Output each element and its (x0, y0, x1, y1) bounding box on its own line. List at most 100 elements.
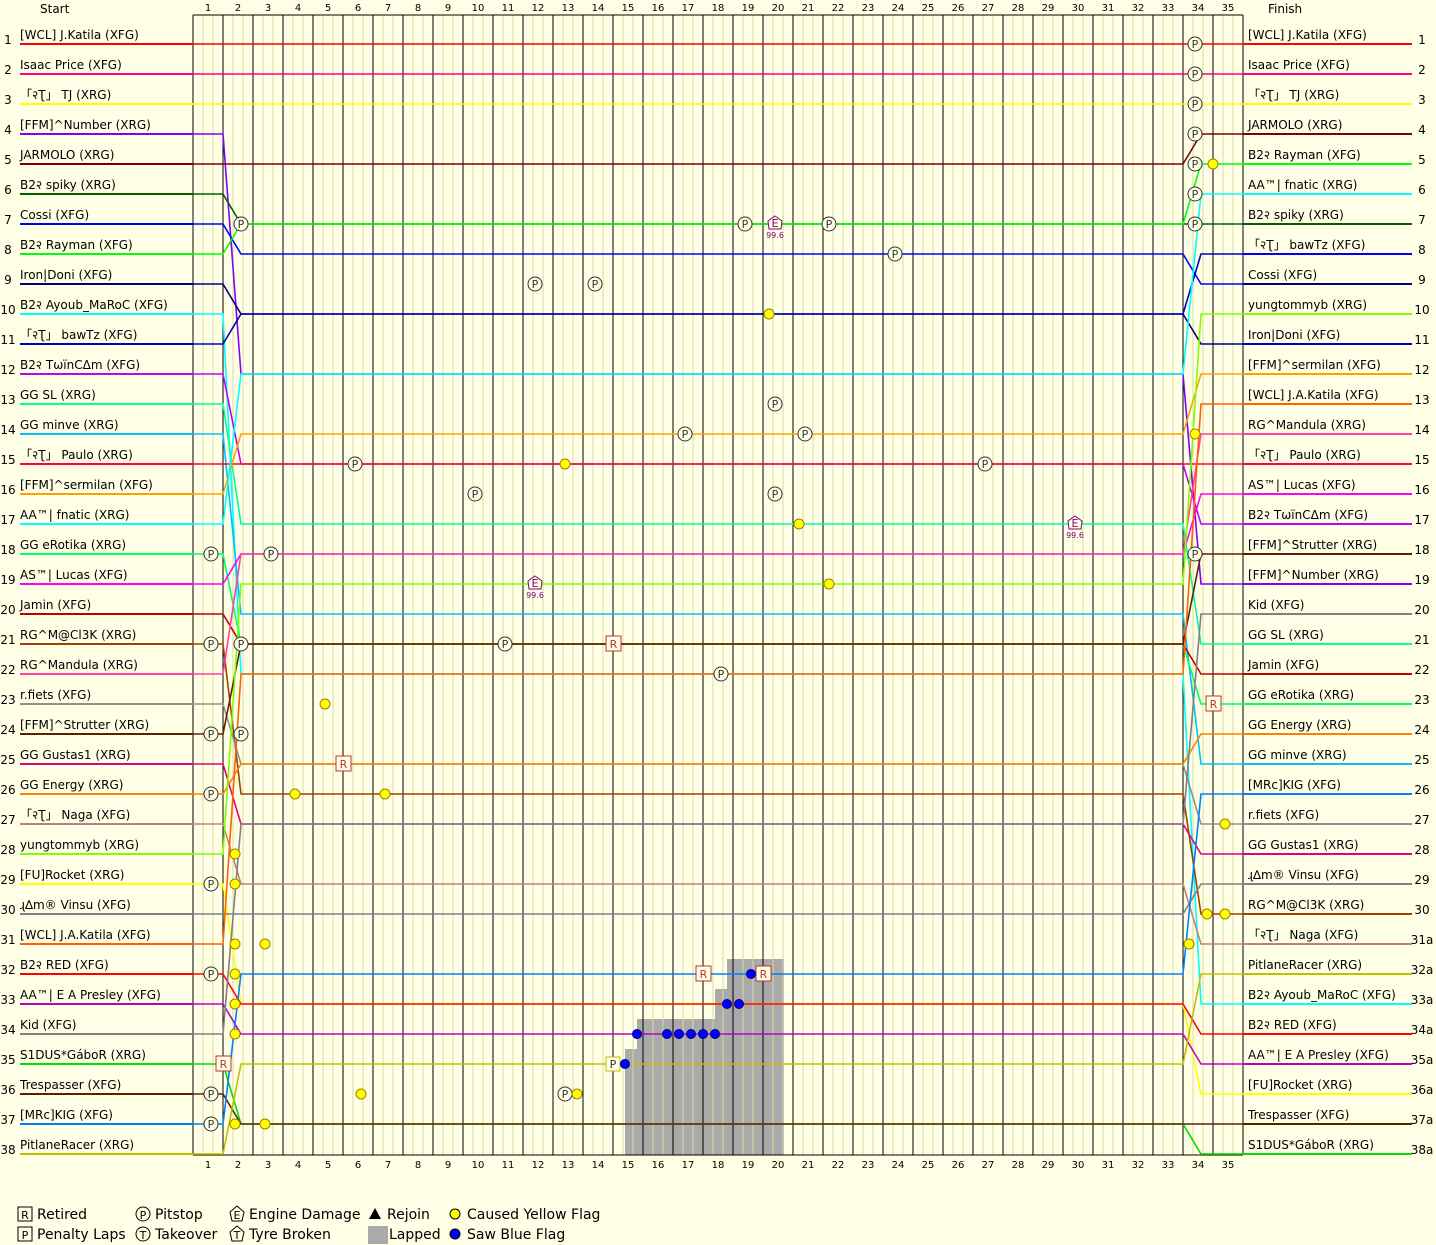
lapped-block (637, 1019, 715, 1155)
pitstop-circle (677, 426, 693, 442)
blue-flag-dot (662, 1029, 672, 1039)
legend-label: Caused Yellow Flag (467, 1207, 600, 1223)
driver-position-path (193, 643, 1243, 915)
start-driver-name: GG eRotika (XRG) (20, 538, 126, 552)
lap-number: 26 (952, 3, 965, 14)
lap-number-bottom: 9 (445, 1160, 451, 1171)
marker-letter: P (982, 458, 989, 471)
lap-number: 13 (562, 3, 575, 14)
lap-number: 5 (325, 3, 331, 14)
finish-driver-name: 「२Ʈ」 Paulo (XRG) (1248, 448, 1361, 462)
finish-driver-name: 「२Ʈ」 Naga (XFG) (1248, 928, 1358, 942)
finish-position-number: 18 (1414, 543, 1429, 557)
lap-number: 19 (742, 3, 755, 14)
marker-letter: P (238, 638, 245, 651)
legend-pentagon (229, 1205, 245, 1222)
legend-letter: T (139, 1229, 147, 1242)
finish-position-number: 35a (1411, 1053, 1434, 1067)
marker-letter: P (772, 398, 779, 411)
pitstop-marker: P (737, 216, 753, 232)
engine-damage-value: 99.6 (766, 231, 784, 240)
legend-label: Rejoin (387, 1207, 430, 1223)
legend-icon: T (135, 1226, 151, 1242)
lap-number: 27 (982, 3, 995, 14)
pitstop-marker: P (767, 486, 783, 502)
lap-number: 6 (355, 3, 361, 14)
marker-letter: E (772, 217, 779, 230)
lap-number: 24 (892, 3, 905, 14)
engine-pentagon (1067, 515, 1083, 530)
finish-driver-name: GG Energy (XRG) (1248, 718, 1351, 732)
penalty-marker: P (605, 1056, 621, 1072)
legend-circle (135, 1206, 151, 1222)
finish-driver-name: ɻ∆m® Vinsu (XFG) (1248, 868, 1359, 882)
pitstop-marker: P (977, 456, 993, 472)
legend-circle (135, 1226, 151, 1242)
retired-box (215, 1055, 232, 1072)
finish-driver-name: [WCL] J.Katila (XFG) (1248, 28, 1367, 42)
yellow-flag-dot (571, 1088, 583, 1100)
lap-number-bottom: 12 (532, 1160, 545, 1171)
legend-letter: R (21, 1209, 29, 1222)
start-position-number: 18 (0, 543, 15, 557)
finish-position-number: 34a (1411, 1023, 1434, 1037)
start-driver-name: 「२Ʈ」 TJ (XRG) (20, 88, 111, 102)
marker-letter: P (610, 1058, 617, 1071)
pitstop-marker: P (497, 636, 513, 652)
start-position-number: 14 (0, 423, 15, 437)
start-driver-name: [FFM]^Number (XRG) (20, 118, 151, 132)
finish-position-number: 14 (1414, 423, 1429, 437)
finish-header: Finish (1268, 2, 1302, 16)
pitstop-marker: P (1187, 126, 1203, 142)
lap-number-bottom: 5 (325, 1160, 331, 1171)
pitstop-marker: P (203, 1086, 219, 1102)
finish-position-number: 32a (1411, 963, 1434, 977)
retired-box (605, 635, 622, 652)
finish-driver-name: PitlaneRacer (XRG) (1248, 958, 1362, 972)
lap-number-bottom: 6 (355, 1160, 361, 1171)
legend-label: Pitstop (155, 1207, 203, 1223)
pitstop-circle (347, 456, 363, 472)
lap-number-bottom: 15 (622, 1160, 635, 1171)
marker-letter: P (682, 428, 689, 441)
legend-icon: P (17, 1226, 33, 1242)
finish-driver-name: [FFM]^Strutter (XRG) (1248, 538, 1377, 552)
lap-number-bottom: 32 (1132, 1160, 1145, 1171)
legend-label: Takeover (154, 1227, 217, 1243)
finish-position-number: 30 (1414, 903, 1429, 917)
start-driver-name: Jamin (XFG) (19, 598, 91, 612)
pitstop-marker: P (713, 666, 729, 682)
lap-number: 34 (1192, 3, 1205, 14)
driver-position-path (193, 163, 1243, 255)
pitstop-circle (467, 486, 483, 502)
pitstop-circle (527, 276, 543, 292)
driver-position-path (193, 883, 1243, 915)
pitstop-circle (203, 876, 219, 892)
driver-position-path (193, 133, 1243, 165)
finish-position-number: 6 (1418, 183, 1426, 197)
pitstop-circle (1187, 156, 1203, 172)
finish-position-number: 8 (1418, 243, 1426, 257)
start-position-number: 4 (4, 123, 12, 137)
finish-position-number: 10 (1414, 303, 1429, 317)
start-position-number: 35 (0, 1053, 15, 1067)
start-driver-name: AS™| Lucas (XFG) (20, 568, 128, 582)
start-position-number: 33 (0, 993, 15, 1007)
lap-number: 3 (265, 3, 271, 14)
start-position-number: 20 (0, 603, 15, 617)
lap-number-bottom: 13 (562, 1160, 575, 1171)
start-driver-name: ɻ∆m® Vinsu (XFG) (20, 898, 131, 912)
finish-position-number: 26 (1414, 783, 1429, 797)
legend-triangle (369, 1208, 381, 1219)
pitstop-circle (821, 216, 837, 232)
marker-letter: P (826, 218, 833, 231)
finish-driver-name: [FFM]^sermilan (XFG) (1248, 358, 1381, 372)
start-driver-name: GG SL (XRG) (20, 388, 96, 402)
lap-number: 22 (832, 3, 845, 14)
start-driver-name: Isaac Price (XFG) (20, 58, 122, 72)
marker-letter: P (208, 1088, 215, 1101)
yellow-flag-dot (355, 1088, 367, 1100)
start-header: Start (40, 2, 70, 16)
finish-driver-name: B2२ Rayman (XFG) (1248, 148, 1361, 162)
lap-number-bottom: 7 (385, 1160, 391, 1171)
